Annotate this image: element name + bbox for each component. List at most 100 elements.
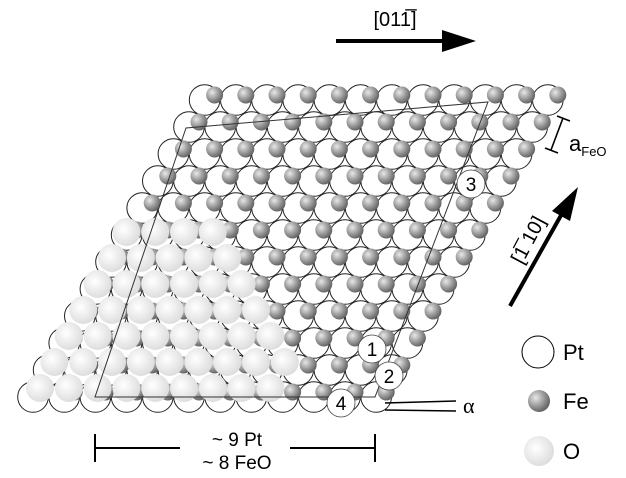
fe-atom <box>346 113 364 131</box>
fe-atom <box>362 194 380 212</box>
o-atom <box>126 244 155 272</box>
fe-atom <box>299 302 317 320</box>
o-atom <box>155 296 184 324</box>
fe-atom <box>393 248 411 266</box>
fe-atom <box>284 275 302 293</box>
fe-atom <box>424 194 442 212</box>
o-atom <box>227 270 256 298</box>
fe-atom <box>268 194 286 212</box>
fe-atom <box>252 167 270 185</box>
fe-atom <box>408 167 426 185</box>
fe-atom <box>346 167 364 185</box>
fe-atom <box>330 356 348 374</box>
fe-atom <box>299 86 317 104</box>
fe-atom <box>502 113 520 131</box>
fe-atom <box>206 194 224 212</box>
fe-atom <box>221 167 239 185</box>
svg-text:2: 2 <box>384 367 395 388</box>
o-atom <box>184 296 213 324</box>
o-atom <box>242 348 270 376</box>
legend-item-pt: Pt <box>521 335 584 369</box>
fe-atom <box>284 329 302 347</box>
fe-atom <box>174 194 192 212</box>
o-atom <box>256 322 285 350</box>
scale-label-feo: ~ 8 FeO <box>202 453 271 474</box>
o-atom <box>170 218 198 246</box>
fe-atom <box>362 140 380 158</box>
fe-atom <box>424 248 442 266</box>
fe-atom <box>377 275 395 293</box>
fe-atom <box>486 140 504 158</box>
fe-atom <box>143 194 161 212</box>
lattice-constant-label: aFeO <box>569 131 607 159</box>
fe-atom <box>440 221 458 239</box>
fe-atom <box>221 113 239 131</box>
o-atom <box>198 322 227 350</box>
fe-atom <box>518 86 536 104</box>
svg-text:4: 4 <box>336 394 347 415</box>
direction-label-horizontal: [011̅] <box>374 8 417 31</box>
fe-atom <box>315 221 333 239</box>
o-atom <box>155 244 184 272</box>
o-atom <box>170 270 198 298</box>
site-label-1: 1 <box>357 334 387 364</box>
o-atom <box>141 270 170 298</box>
o-atom <box>83 322 112 350</box>
fe-atom <box>424 302 442 320</box>
o-atom <box>112 374 141 402</box>
svg-text:Pt: Pt <box>563 340 584 365</box>
fe-atom <box>346 275 364 293</box>
o-atom <box>98 296 126 324</box>
fe-atom <box>299 194 317 212</box>
o-atom <box>69 348 98 376</box>
o-atom <box>170 322 198 350</box>
o-atom <box>213 244 242 272</box>
o-atom <box>155 348 184 376</box>
site-label-4: 4 <box>326 388 356 418</box>
fe-atom <box>549 86 567 104</box>
o-atom <box>98 244 126 272</box>
o-atom <box>54 322 83 350</box>
site-label-2: 2 <box>374 361 404 391</box>
fe-atom <box>346 221 364 239</box>
svg-text:1: 1 <box>367 340 378 361</box>
fe-atom <box>518 140 536 158</box>
fe-atom <box>440 167 458 185</box>
fe-atom <box>440 275 458 293</box>
fe-atom <box>455 194 473 212</box>
fe-atom <box>424 86 442 104</box>
fe-atom <box>377 221 395 239</box>
o-atom <box>141 322 170 350</box>
o-atom <box>141 374 170 402</box>
legend-item-o: O <box>524 436 580 466</box>
fe-atom <box>268 248 286 266</box>
fe-atom <box>486 86 504 104</box>
fe-atom <box>299 356 317 374</box>
fe-atom <box>377 113 395 131</box>
o-atom <box>213 348 242 376</box>
fe-atom <box>159 167 177 185</box>
fe-atom <box>284 113 302 131</box>
fe-atom <box>362 248 380 266</box>
svg-text:3: 3 <box>466 175 477 196</box>
fe-atom <box>486 194 504 212</box>
fe-atom <box>533 113 551 131</box>
fe-atom <box>237 140 255 158</box>
legend-item-fe: Fe <box>528 389 589 414</box>
fe-atom <box>377 167 395 185</box>
o-atom <box>26 374 54 402</box>
fe-atom <box>237 194 255 212</box>
fe-atom <box>471 221 489 239</box>
o-atom <box>213 296 242 324</box>
fe-atom <box>346 329 364 347</box>
fe-atom <box>206 140 224 158</box>
fe-atom <box>330 140 348 158</box>
fe-atom <box>330 248 348 266</box>
svg-text:O: O <box>563 439 580 464</box>
fe-atom <box>299 140 317 158</box>
o-atom <box>198 218 227 246</box>
o-atom <box>170 374 198 402</box>
o-atom <box>98 348 126 376</box>
fe-atom <box>284 221 302 239</box>
